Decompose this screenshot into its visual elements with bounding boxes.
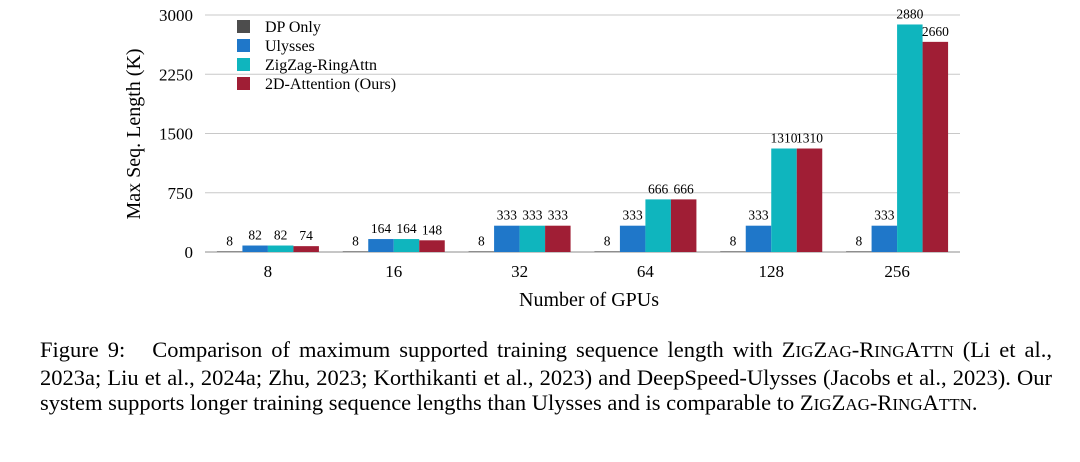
bar-value-label: 148	[422, 222, 443, 237]
bar-value-label: 164	[396, 221, 417, 236]
bar-value-label: 333	[623, 208, 644, 223]
bar	[368, 239, 394, 252]
legend-entry: Ulysses	[265, 38, 315, 55]
y-tick-label: 3000	[159, 6, 193, 25]
x-axis-ticks: 8 16 32 64 128 256	[264, 262, 910, 281]
bar	[796, 148, 823, 252]
bar-value-label: 333	[522, 208, 543, 223]
y-tick-label: 0	[185, 243, 194, 262]
bar-value-label: 8	[226, 233, 233, 248]
bar-value-label: 666	[674, 181, 695, 196]
caption-smallcaps: ZIGZAG-RINGATTN	[799, 390, 972, 415]
legend-swatch	[237, 39, 250, 52]
bar	[419, 240, 445, 252]
legend-entry: 2D-Attention (Ours)	[265, 76, 396, 93]
bar-value-label: 2660	[922, 24, 949, 39]
bar-value-label: 8	[352, 233, 359, 248]
bar	[342, 251, 369, 252]
bar-value-label: 164	[371, 221, 392, 236]
bar-value-label: 8	[604, 233, 611, 248]
bar	[393, 239, 420, 252]
bar-value-label: 82	[248, 228, 262, 243]
bar-value-label: 82	[274, 228, 288, 243]
bar	[468, 251, 495, 252]
gridlines	[205, 14, 960, 253]
x-tick-label: 256	[884, 262, 910, 281]
bar	[720, 251, 746, 252]
caption-label: Figure 9:	[40, 337, 126, 362]
bar	[645, 199, 671, 252]
bar-value-label: 8	[478, 233, 485, 248]
x-tick-label: 32	[511, 262, 528, 281]
bar-chart: 0 750 1500 2250 3000 8 82 82 74 8 164 164 148 8 333 33…	[123, 6, 960, 311]
legend-swatch	[237, 77, 250, 90]
bar-value-label: 333	[497, 208, 518, 223]
bar	[594, 251, 620, 252]
x-axis-label: Number of GPUs	[519, 289, 659, 311]
bar-value-label: 333	[748, 208, 769, 223]
bar-value-labels: 8 82 82 74 8 164 164 148 8 333 333 333 8 333 666 666 8 33…	[226, 6, 949, 248]
bar	[242, 245, 268, 252]
bar-value-label: 1310	[796, 131, 823, 146]
bar	[494, 225, 520, 252]
y-tick-label: 1500	[159, 125, 193, 144]
bar	[293, 246, 319, 252]
bar-value-label: 8	[730, 233, 737, 248]
bars	[216, 24, 949, 253]
y-axis-label: Max Seq. Length (K)	[123, 48, 145, 219]
legend-swatch	[237, 58, 250, 71]
caption-smallcaps: ZIGZAG-RINGATTN	[781, 337, 954, 362]
bar-value-label: 8	[855, 233, 862, 248]
legend: DP Only Ulysses ZigZag-RingAttn 2D-Attentio…	[237, 19, 396, 93]
bar	[871, 225, 898, 252]
y-tick-label: 750	[168, 184, 194, 203]
bar	[745, 225, 772, 252]
bar-value-label: 2880	[896, 6, 923, 21]
bar-value-label: 333	[874, 208, 895, 223]
bar	[846, 251, 872, 252]
x-tick-label: 64	[637, 262, 655, 281]
bar	[619, 225, 646, 252]
bar-value-label: 333	[548, 208, 569, 223]
bar	[897, 24, 923, 253]
x-tick-label: 8	[264, 262, 273, 281]
x-tick-label: 128	[759, 262, 785, 281]
bar	[670, 199, 697, 252]
bar	[519, 225, 546, 252]
bar	[771, 148, 797, 252]
legend-entry: DP Only	[265, 19, 321, 36]
x-tick-label: 16	[385, 262, 402, 281]
bar-value-label: 74	[299, 228, 313, 243]
caption-text: Comparison of maximum supported training…	[40, 337, 1058, 415]
bar-value-label: 666	[648, 181, 669, 196]
legend-swatch	[237, 20, 250, 33]
legend-entry: ZigZag-RingAttn	[265, 57, 377, 74]
bar	[922, 41, 949, 252]
bar	[216, 251, 243, 252]
bar	[545, 225, 571, 252]
bar	[267, 245, 294, 252]
figure-caption: Figure 9: Comparison of maximum supporte…	[40, 337, 1052, 418]
y-tick-label: 2250	[159, 65, 193, 84]
bar-value-label: 1310	[771, 131, 798, 146]
y-axis-ticks: 0 750 1500 2250 3000	[159, 6, 193, 262]
